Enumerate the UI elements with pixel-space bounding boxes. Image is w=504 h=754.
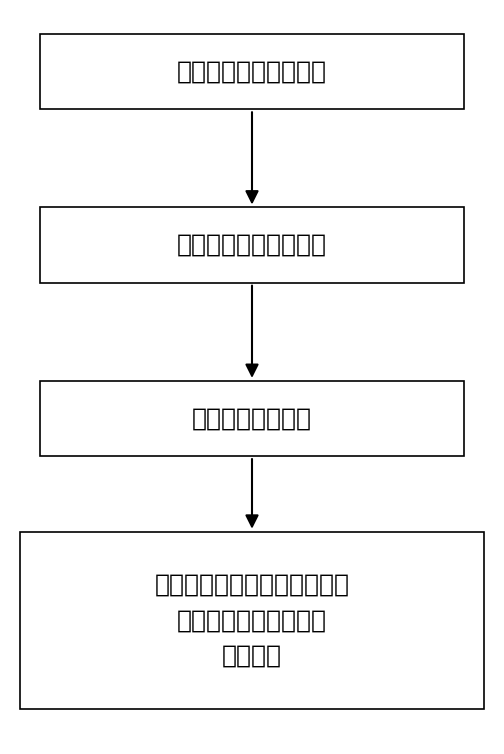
- Bar: [20, 532, 484, 709]
- Bar: [40, 34, 464, 109]
- Text: 供试品原料溶液的制备: 供试品原料溶液的制备: [177, 60, 327, 84]
- Text: 对照品溶液的制备: 对照品溶液的制备: [192, 406, 312, 431]
- Text: 供试品溶液、对照品溶液依次
放入到气相色谱质谱仪
进行检测: 供试品溶液、对照品溶液依次 放入到气相色谱质谱仪 进行检测: [155, 573, 349, 667]
- Text: 供试品制剂溶液的制备: 供试品制剂溶液的制备: [177, 233, 327, 257]
- Bar: [40, 381, 464, 456]
- Bar: [40, 207, 464, 283]
